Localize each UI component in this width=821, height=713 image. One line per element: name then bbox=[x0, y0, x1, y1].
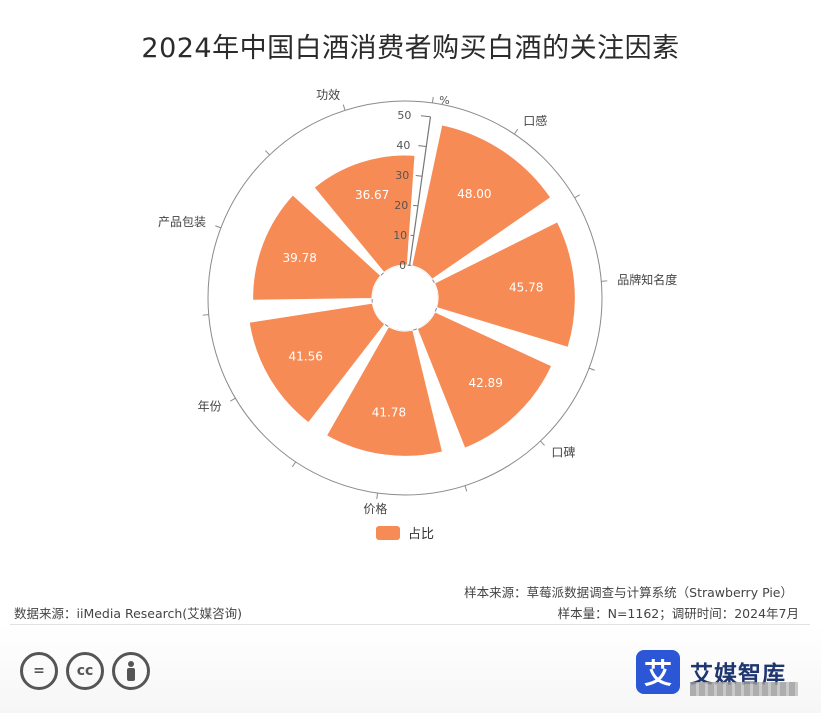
bar-6 bbox=[313, 154, 416, 274]
data-label: 42.89 bbox=[468, 376, 502, 390]
bar-0 bbox=[411, 124, 552, 280]
data-label: 39.78 bbox=[283, 251, 317, 265]
chart-title: 2024年中国白酒消费者购买白酒的关注因素 bbox=[141, 33, 680, 64]
radial-tick bbox=[418, 145, 427, 147]
data-label: 41.56 bbox=[289, 350, 323, 364]
angle-tick bbox=[265, 150, 270, 156]
radial-tick bbox=[415, 174, 423, 177]
brand-subtitle-blurred bbox=[690, 682, 798, 696]
category-label: 价格 bbox=[363, 501, 387, 516]
radial-tick-label: 50 bbox=[397, 109, 411, 122]
category-label: 口碑 bbox=[551, 445, 575, 460]
legend[interactable]: 占比 bbox=[376, 523, 434, 542]
angle-tick bbox=[540, 440, 545, 446]
legend-label: 占比 bbox=[408, 527, 435, 542]
angle-tick bbox=[601, 280, 608, 282]
angle-tick bbox=[291, 461, 297, 468]
angle-axis-ring bbox=[207, 100, 603, 496]
footer-divider bbox=[10, 624, 810, 625]
radial-tick bbox=[413, 204, 418, 207]
radial-tick-label: 20 bbox=[394, 199, 408, 212]
bar-4 bbox=[248, 302, 386, 424]
category-label: 功效 bbox=[316, 87, 340, 102]
data-label: 45.78 bbox=[509, 281, 543, 295]
radial-tick-label: 40 bbox=[396, 139, 410, 152]
angle-tick bbox=[342, 104, 346, 111]
person-icon bbox=[112, 652, 150, 690]
sample-source: 样本来源：草莓派数据调查与计算系统（Strawberry Pie） bbox=[464, 585, 793, 600]
angle-tick bbox=[202, 314, 209, 316]
brand-logo-icon: 艾 bbox=[636, 650, 680, 694]
radial-tick bbox=[420, 115, 431, 118]
angle-tick bbox=[574, 194, 581, 199]
radial-tick-label: 30 bbox=[395, 169, 409, 182]
angle-tick bbox=[215, 225, 222, 229]
legend-swatch bbox=[376, 525, 400, 540]
polar-bar-chart: 0 10 20 30 40 50% 48.00 45.78 42.89 41.78 41.56 39.… bbox=[158, 87, 677, 516]
angle-tick bbox=[588, 367, 595, 371]
bar-1 bbox=[433, 221, 576, 349]
data-label: 36.67 bbox=[355, 188, 389, 202]
angle-tick bbox=[513, 128, 519, 135]
category-label: 产品包装 bbox=[158, 215, 206, 229]
category-label: 年份 bbox=[198, 399, 222, 413]
cc-icon: cc bbox=[66, 652, 104, 690]
equals-icon: = bbox=[20, 652, 58, 690]
bar-2 bbox=[416, 311, 553, 449]
data-label: 41.78 bbox=[372, 406, 406, 420]
sample-info: 样本量：N=1162；调研时间：2024年7月 bbox=[557, 606, 799, 621]
radial-axis-line bbox=[408, 116, 432, 266]
angle-tick bbox=[229, 397, 236, 402]
bar-3 bbox=[325, 325, 444, 457]
category-label: 品牌知名度 bbox=[617, 272, 677, 287]
radial-tick-label: 10 bbox=[393, 229, 407, 242]
radial-tick-label: 0 bbox=[399, 259, 406, 272]
radial-unit-label: % bbox=[439, 94, 449, 107]
data-label: 48.00 bbox=[457, 187, 491, 201]
angle-tick bbox=[464, 485, 468, 492]
angle-tick bbox=[431, 96, 434, 103]
bar-5 bbox=[252, 194, 382, 301]
data-source: 数据来源：iiMedia Research(艾媒咨询) bbox=[14, 606, 243, 621]
angle-tick bbox=[376, 493, 379, 500]
category-label: 口感 bbox=[523, 113, 547, 128]
